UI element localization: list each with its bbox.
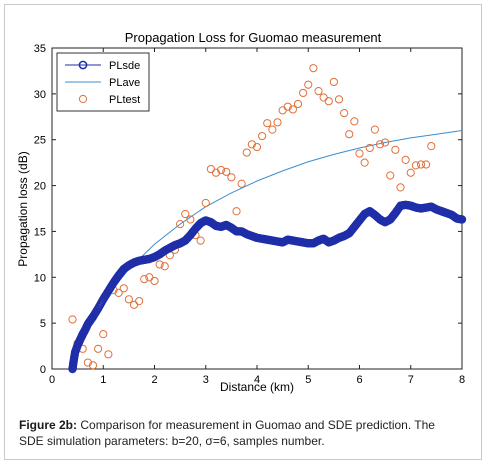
point-pltest	[186, 215, 195, 224]
caption-text-line1: Comparison for measurement in Guomao and…	[77, 418, 435, 432]
x-tick-label: 4	[254, 374, 260, 386]
point-pltest	[104, 350, 113, 359]
x-tick-label: 7	[408, 374, 414, 386]
y-tick-label: 25	[34, 135, 46, 147]
legend-label-plsde: PLsde	[109, 60, 140, 72]
point-pltest	[288, 105, 297, 114]
caption-text-line2: SDE simulation parameters: b=20, σ=6, sa…	[19, 434, 325, 448]
point-pltest	[258, 131, 267, 141]
point-pltest	[242, 148, 251, 157]
chart: Propagation Loss for Guomao measurement …	[16, 30, 467, 394]
legend: PLsde PLave PLtest	[56, 52, 150, 112]
point-pltest	[237, 179, 246, 188]
y-tick-label: 10	[34, 272, 46, 284]
point-pltest	[83, 358, 92, 367]
point-pltest	[135, 297, 144, 306]
point-pltest	[150, 276, 159, 286]
point-pltest	[155, 260, 164, 269]
x-tick-label: 1	[100, 374, 106, 386]
point-pltest	[416, 160, 426, 169]
point-pltest	[68, 315, 77, 324]
y-tick-label: 35	[34, 43, 46, 55]
y-tick-label: 15	[34, 226, 46, 238]
point-pltest	[94, 344, 103, 353]
legend-box	[56, 52, 150, 112]
point-pltest	[360, 158, 369, 167]
chart-title: Propagation Loss for Guomao measurement	[125, 30, 382, 45]
point-pltest	[401, 155, 410, 164]
point-pltest	[247, 140, 256, 149]
point-pltest	[396, 183, 405, 192]
y-axis-label: Propagation loss (dB)	[16, 151, 30, 266]
x-tick-label: 5	[305, 374, 311, 386]
point-pltest	[293, 99, 303, 109]
y-tick-label: 20	[34, 181, 46, 193]
x-tick-label: 0	[49, 374, 55, 386]
point-pltest	[411, 161, 420, 170]
legend-swatch-plsde	[78, 60, 88, 70]
point-pltest	[201, 198, 210, 208]
point-pltest	[304, 80, 313, 89]
point-pltest	[324, 97, 333, 106]
x-tick-label: 8	[459, 374, 465, 386]
point-pltest	[365, 143, 374, 153]
point-pltest	[283, 102, 292, 111]
point-pltest	[386, 171, 395, 180]
point-pltest	[334, 95, 344, 104]
point-pltest	[176, 219, 185, 229]
x-tick-label: 6	[356, 374, 362, 386]
point-pltest	[268, 125, 277, 134]
point-pltest	[329, 77, 338, 87]
point-pltest	[406, 168, 415, 177]
point-pltest	[350, 117, 359, 126]
point-pltest	[427, 142, 436, 151]
point-pltest	[263, 119, 272, 128]
figure-frame: Propagation Loss for Guomao measurement …	[4, 4, 482, 460]
point-pltest	[340, 109, 349, 118]
figure-caption: Figure 2b: Comparison for measurement in…	[19, 417, 479, 449]
point-pltest	[222, 167, 231, 176]
point-pltest	[114, 288, 123, 297]
x-tick-label: 3	[203, 374, 209, 386]
point-pltest	[160, 262, 169, 271]
point-pltest	[375, 140, 385, 149]
point-pltest	[119, 284, 128, 293]
point-pltest	[252, 142, 262, 152]
legend-label-pltest: PLtest	[109, 94, 140, 106]
point-pltest	[381, 138, 390, 147]
point-pltest	[355, 149, 364, 158]
point-pltest	[140, 275, 149, 284]
point-pltest	[196, 236, 205, 245]
y-tick-label: 5	[40, 318, 46, 330]
point-pltest	[314, 87, 323, 96]
point-pltest	[299, 88, 308, 98]
y-tick-label: 30	[34, 89, 46, 101]
point-pltest	[88, 361, 98, 370]
legend-swatch-pltest	[78, 94, 88, 104]
legend-label-plave: PLave	[109, 77, 140, 89]
y-tick-label: 0	[40, 364, 46, 376]
point-pltest	[99, 330, 108, 339]
point-pltest	[227, 173, 236, 182]
point-pltest	[232, 207, 241, 216]
point-pltest	[370, 125, 379, 134]
point-pltest	[124, 295, 133, 304]
point-pltest	[309, 64, 318, 73]
point-pltest	[345, 130, 354, 139]
caption-figure-label: Figure 2b:	[19, 418, 78, 432]
point-pltest	[181, 209, 190, 219]
point-pltest	[391, 145, 400, 154]
point-pltest	[273, 118, 282, 127]
point-pltest	[422, 160, 431, 169]
point-plsde	[457, 215, 467, 224]
x-tick-label: 2	[151, 374, 157, 386]
point-pltest	[217, 165, 226, 175]
point-pltest	[211, 168, 221, 177]
x-axis-label: Distance (km)	[220, 380, 294, 394]
